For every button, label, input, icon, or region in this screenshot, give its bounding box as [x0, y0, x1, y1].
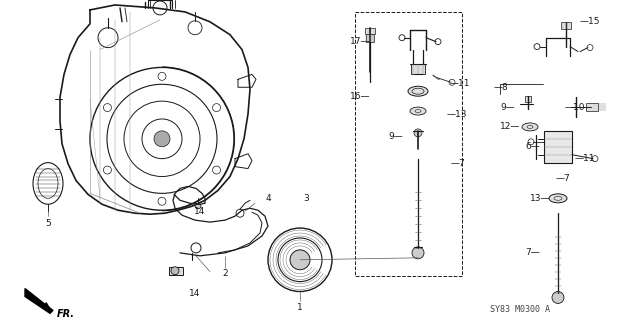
Text: —10: —10	[564, 103, 585, 112]
Circle shape	[414, 129, 422, 137]
Text: 2: 2	[222, 269, 228, 278]
Text: FR.: FR.	[57, 309, 75, 319]
Bar	[169, 267, 183, 275]
Text: 7—: 7—	[525, 248, 540, 257]
Ellipse shape	[410, 107, 426, 115]
Text: 17—: 17—	[350, 37, 371, 46]
Text: —15: —15	[580, 17, 600, 26]
Text: 5: 5	[45, 219, 51, 228]
Text: 9—: 9—	[500, 103, 515, 112]
Text: 16—: 16—	[350, 92, 371, 101]
Text: 14: 14	[194, 207, 206, 216]
Text: 14: 14	[189, 289, 201, 298]
Circle shape	[154, 131, 170, 147]
Text: 4: 4	[265, 194, 271, 203]
Bar	[365, 28, 375, 34]
Text: 6—: 6—	[525, 142, 540, 151]
Bar	[366, 34, 374, 42]
Polygon shape	[25, 289, 53, 313]
Text: 3: 3	[303, 194, 309, 203]
Bar	[561, 22, 571, 29]
Bar	[525, 96, 531, 102]
Text: 13—: 13—	[530, 194, 550, 203]
Ellipse shape	[408, 86, 428, 96]
Text: 12—: 12—	[500, 123, 520, 132]
Text: —8: —8	[493, 83, 508, 92]
Text: SY83 M0300 A: SY83 M0300 A	[490, 305, 550, 314]
Bar	[586, 103, 598, 111]
Text: 9—: 9—	[388, 132, 403, 141]
Ellipse shape	[290, 250, 310, 270]
Bar	[411, 64, 425, 74]
Bar	[355, 12, 462, 276]
Text: —13: —13	[447, 109, 467, 118]
Text: 1: 1	[297, 303, 303, 312]
Text: —7: —7	[450, 159, 465, 168]
Circle shape	[412, 247, 424, 259]
Bar	[544, 131, 572, 163]
Ellipse shape	[171, 267, 179, 275]
Ellipse shape	[549, 194, 567, 203]
Ellipse shape	[195, 204, 201, 209]
Text: —11: —11	[575, 154, 595, 163]
Circle shape	[552, 292, 564, 303]
Text: —7: —7	[555, 174, 570, 183]
Text: —11: —11	[450, 79, 470, 88]
Ellipse shape	[522, 123, 538, 131]
